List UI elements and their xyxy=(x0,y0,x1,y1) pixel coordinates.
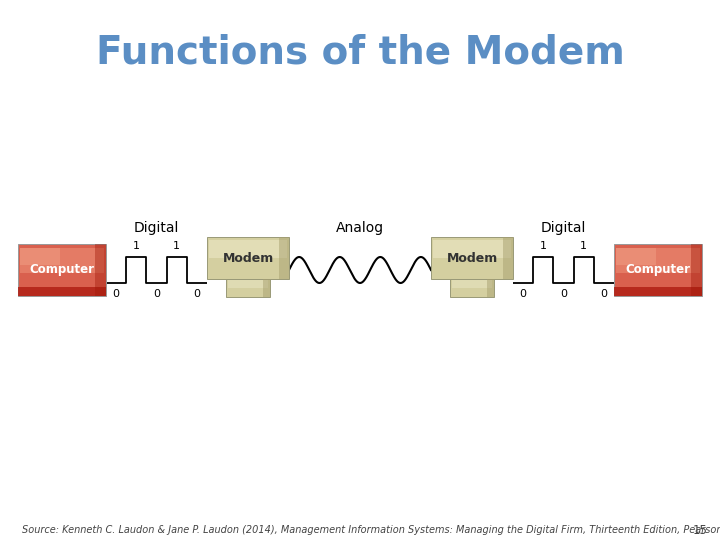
Text: 0: 0 xyxy=(112,289,120,299)
FancyBboxPatch shape xyxy=(433,240,511,258)
FancyBboxPatch shape xyxy=(20,248,60,265)
Text: Computer: Computer xyxy=(626,264,690,276)
Text: 0: 0 xyxy=(520,289,526,299)
FancyBboxPatch shape xyxy=(614,287,702,296)
FancyBboxPatch shape xyxy=(207,237,289,279)
Text: Analog: Analog xyxy=(336,221,384,235)
FancyBboxPatch shape xyxy=(614,244,702,296)
FancyBboxPatch shape xyxy=(20,248,104,273)
Text: Digital: Digital xyxy=(134,221,179,235)
FancyBboxPatch shape xyxy=(452,280,492,288)
FancyBboxPatch shape xyxy=(96,244,106,296)
FancyBboxPatch shape xyxy=(279,237,289,279)
FancyBboxPatch shape xyxy=(209,240,287,258)
Text: Modem: Modem xyxy=(222,252,274,265)
Text: 1: 1 xyxy=(132,241,140,251)
FancyBboxPatch shape xyxy=(264,279,270,297)
Text: 1: 1 xyxy=(174,241,180,251)
Text: Source: Kenneth C. Laudon & Jane P. Laudon (2014), Management Information System: Source: Kenneth C. Laudon & Jane P. Laud… xyxy=(22,525,720,535)
Text: 15: 15 xyxy=(693,523,708,537)
Text: 0: 0 xyxy=(600,289,608,299)
FancyBboxPatch shape xyxy=(18,287,106,296)
Text: Modem: Modem xyxy=(446,252,498,265)
Text: Digital: Digital xyxy=(541,221,586,235)
Text: Computer: Computer xyxy=(30,264,94,276)
FancyBboxPatch shape xyxy=(431,237,513,279)
Text: Functions of the Modem: Functions of the Modem xyxy=(96,33,624,71)
FancyBboxPatch shape xyxy=(487,279,494,297)
Text: 0: 0 xyxy=(194,289,200,299)
FancyBboxPatch shape xyxy=(226,279,270,297)
Text: 1: 1 xyxy=(540,241,546,251)
FancyBboxPatch shape xyxy=(616,248,700,273)
FancyBboxPatch shape xyxy=(450,279,494,297)
Text: 0: 0 xyxy=(560,289,567,299)
FancyBboxPatch shape xyxy=(18,244,106,296)
FancyBboxPatch shape xyxy=(503,237,513,279)
FancyBboxPatch shape xyxy=(228,280,268,288)
Text: 0: 0 xyxy=(153,289,160,299)
FancyBboxPatch shape xyxy=(616,248,656,265)
Text: 1: 1 xyxy=(580,241,588,251)
FancyBboxPatch shape xyxy=(691,244,702,296)
